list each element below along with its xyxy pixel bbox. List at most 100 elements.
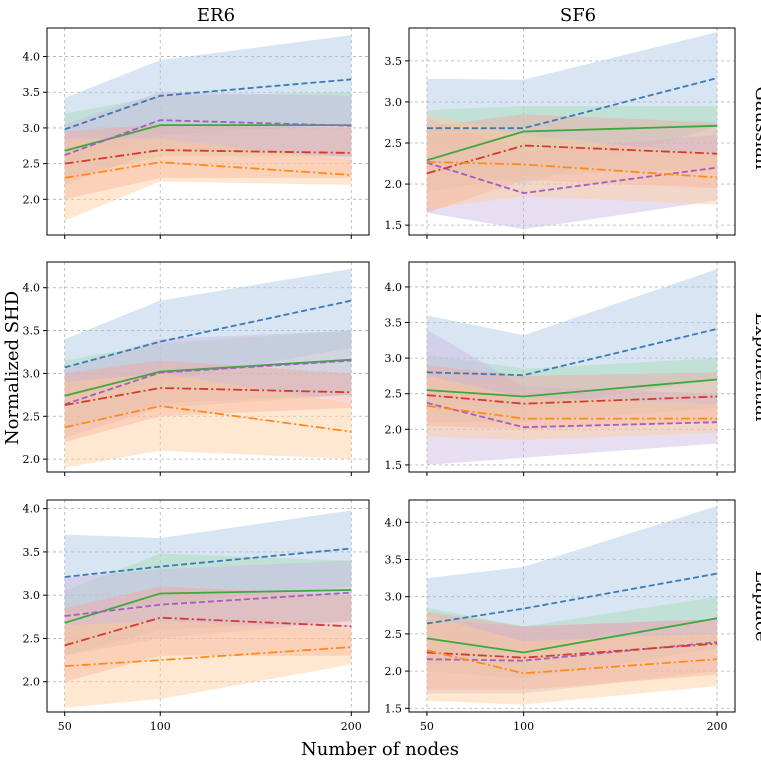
series-line-orange-exponential-er6 [64, 405, 352, 433]
y-tick-label-gaussian-er6-1: 2.5 [23, 158, 41, 171]
band-green-exponential-er6 [64, 330, 352, 430]
x-tick-label-laplace-er6-1: 100 [150, 720, 171, 733]
x-tick-label-laplace-er6-0: 50 [58, 720, 72, 733]
band-blue-laplace-sf6 [426, 506, 718, 664]
series-line-green-exponential-sf6 [426, 378, 718, 398]
x-tick-label-laplace-sf6-2: 200 [707, 720, 728, 733]
y-tick-label-exponential-er6-0: 2.0 [23, 453, 41, 466]
y-tick-label-exponential-sf6-1: 2.0 [385, 423, 403, 436]
series-line-blue-exponential-er6 [64, 299, 352, 369]
series-line-purple-gaussian-sf6 [426, 161, 718, 195]
y-tick-label-exponential-sf6-4: 3.5 [385, 317, 403, 330]
row-title-exponential: Exponential [751, 313, 761, 422]
y-tick-label-laplace-sf6-5: 4.0 [385, 516, 403, 529]
y-tick-label-laplace-er6-4: 4.0 [23, 503, 41, 516]
column-title-er6: ER6 [197, 5, 235, 26]
panel-frame-exponential-er6 [46, 261, 370, 473]
band-green-laplace-er6 [64, 553, 352, 656]
y-tick-label-gaussian-sf6-3: 3.0 [385, 96, 403, 109]
band-blue-exponential-sf6 [426, 269, 718, 408]
y-tick-label-gaussian-sf6-1: 2.0 [385, 178, 403, 191]
y-tick-label-laplace-er6-0: 2.0 [23, 676, 41, 689]
band-orange-exponential-er6 [64, 373, 352, 468]
y-tick-label-laplace-er6-2: 3.0 [23, 589, 41, 602]
panel-exponential-sf6: 1.5 2.0 2.5 3.0 3.5 4.0 [385, 261, 736, 476]
panels-group: 2.0 2.5 3.0 3.5 4.0 1.5 2.0 2.5 3.0 3.5 2.0 2.5 3.0 3… [23, 27, 736, 733]
panel-frame-gaussian-er6 [46, 27, 370, 236]
series-line-orange-exponential-sf6 [426, 404, 718, 420]
series-line-blue-laplace-er6 [64, 547, 352, 578]
y-tick-label-gaussian-er6-4: 4.0 [23, 51, 41, 64]
band-red-laplace-er6 [64, 586, 352, 682]
y-tick-label-exponential-er6-2: 3.0 [23, 367, 41, 380]
series-line-purple-exponential-sf6 [426, 402, 718, 429]
column-title-sf6: SF6 [560, 5, 596, 26]
y-tick-label-exponential-sf6-0: 1.5 [385, 459, 403, 472]
y-tick-label-gaussian-er6-3: 3.5 [23, 86, 41, 99]
panel-frame-gaussian-sf6 [408, 27, 736, 236]
y-tick-label-gaussian-er6-2: 3.0 [23, 122, 41, 135]
series-line-red-gaussian-er6 [64, 149, 352, 165]
y-tick-label-laplace-er6-3: 3.5 [23, 546, 41, 559]
band-red-gaussian-er6 [64, 124, 352, 200]
band-blue-gaussian-sf6 [426, 32, 718, 185]
panel-frame-laplace-er6 [46, 499, 370, 713]
series-line-purple-exponential-er6 [64, 359, 352, 406]
y-tick-label-laplace-sf6-1: 2.0 [385, 665, 403, 678]
band-orange-laplace-er6 [64, 621, 352, 708]
series-line-red-gaussian-sf6 [426, 144, 718, 175]
band-red-exponential-sf6 [426, 365, 718, 430]
band-orange-gaussian-er6 [64, 138, 352, 221]
series-line-orange-gaussian-er6 [64, 161, 352, 179]
band-purple-gaussian-er6 [64, 92, 352, 185]
series-line-orange-laplace-er6 [64, 646, 352, 667]
y-tick-label-exponential-er6-3: 3.5 [23, 325, 41, 338]
series-line-red-exponential-er6 [64, 387, 352, 406]
y-tick-label-gaussian-sf6-4: 3.5 [385, 55, 403, 68]
band-green-laplace-sf6 [426, 596, 718, 679]
y-tick-label-laplace-sf6-3: 3.0 [385, 591, 403, 604]
y-tick-label-laplace-sf6-4: 3.5 [385, 554, 403, 567]
band-orange-laplace-sf6 [426, 615, 718, 705]
band-green-exponential-sf6 [426, 354, 718, 423]
panel-exponential-er6: 2.0 2.5 3.0 3.5 4.0 [23, 261, 370, 476]
band-purple-laplace-er6 [64, 560, 352, 656]
row-title-laplace: Laplace [751, 570, 761, 641]
series-line-green-gaussian-sf6 [426, 124, 718, 162]
x-axis-title: Number of nodes [301, 739, 459, 760]
y-tick-label-exponential-er6-1: 2.5 [23, 410, 41, 423]
panel-frame-exponential-sf6 [408, 261, 736, 473]
y-tick-label-laplace-er6-1: 2.5 [23, 632, 41, 645]
series-line-red-exponential-sf6 [426, 394, 718, 405]
y-tick-label-laplace-sf6-2: 2.5 [385, 628, 403, 641]
y-tick-label-exponential-sf6-5: 4.0 [385, 281, 403, 294]
y-tick-label-exponential-sf6-3: 3.0 [385, 352, 403, 365]
y-tick-label-gaussian-sf6-2: 2.5 [385, 137, 403, 150]
x-tick-label-laplace-er6-2: 200 [341, 720, 362, 733]
series-line-purple-laplace-er6 [64, 591, 352, 617]
series-line-purple-gaussian-er6 [64, 119, 352, 156]
series-line-orange-gaussian-sf6 [426, 161, 718, 179]
panel-gaussian-sf6: 1.5 2.0 2.5 3.0 3.5 [385, 27, 736, 239]
y-tick-label-gaussian-er6-0: 2.0 [23, 193, 41, 206]
series-line-orange-laplace-sf6 [426, 649, 718, 675]
panel-gaussian-er6: 2.0 2.5 3.0 3.5 4.0 [23, 27, 370, 239]
series-line-blue-exponential-sf6 [426, 328, 718, 377]
y-tick-label-exponential-sf6-2: 2.5 [385, 388, 403, 401]
series-line-blue-gaussian-sf6 [426, 77, 718, 130]
series-line-green-laplace-sf6 [426, 617, 718, 654]
series-line-green-gaussian-er6 [64, 124, 352, 152]
panel-laplace-sf6: 1.5 2.0 2.5 3.0 3.5 4.0 50 100 200 [385, 499, 736, 733]
y-tick-label-gaussian-sf6-0: 1.5 [385, 219, 403, 232]
panel-laplace-er6: 2.0 2.5 3.0 3.5 4.0 50 100 200 [23, 499, 370, 733]
band-purple-gaussian-sf6 [426, 118, 718, 230]
band-green-gaussian-er6 [64, 92, 352, 178]
series-line-red-laplace-sf6 [426, 642, 718, 659]
panel-frame-laplace-sf6 [408, 499, 736, 713]
x-tick-label-laplace-sf6-0: 50 [420, 720, 434, 733]
band-blue-exponential-er6 [64, 268, 352, 400]
y-tick-label-exponential-er6-4: 4.0 [23, 282, 41, 295]
series-line-blue-gaussian-er6 [64, 78, 352, 131]
band-purple-exponential-sf6 [426, 329, 718, 465]
